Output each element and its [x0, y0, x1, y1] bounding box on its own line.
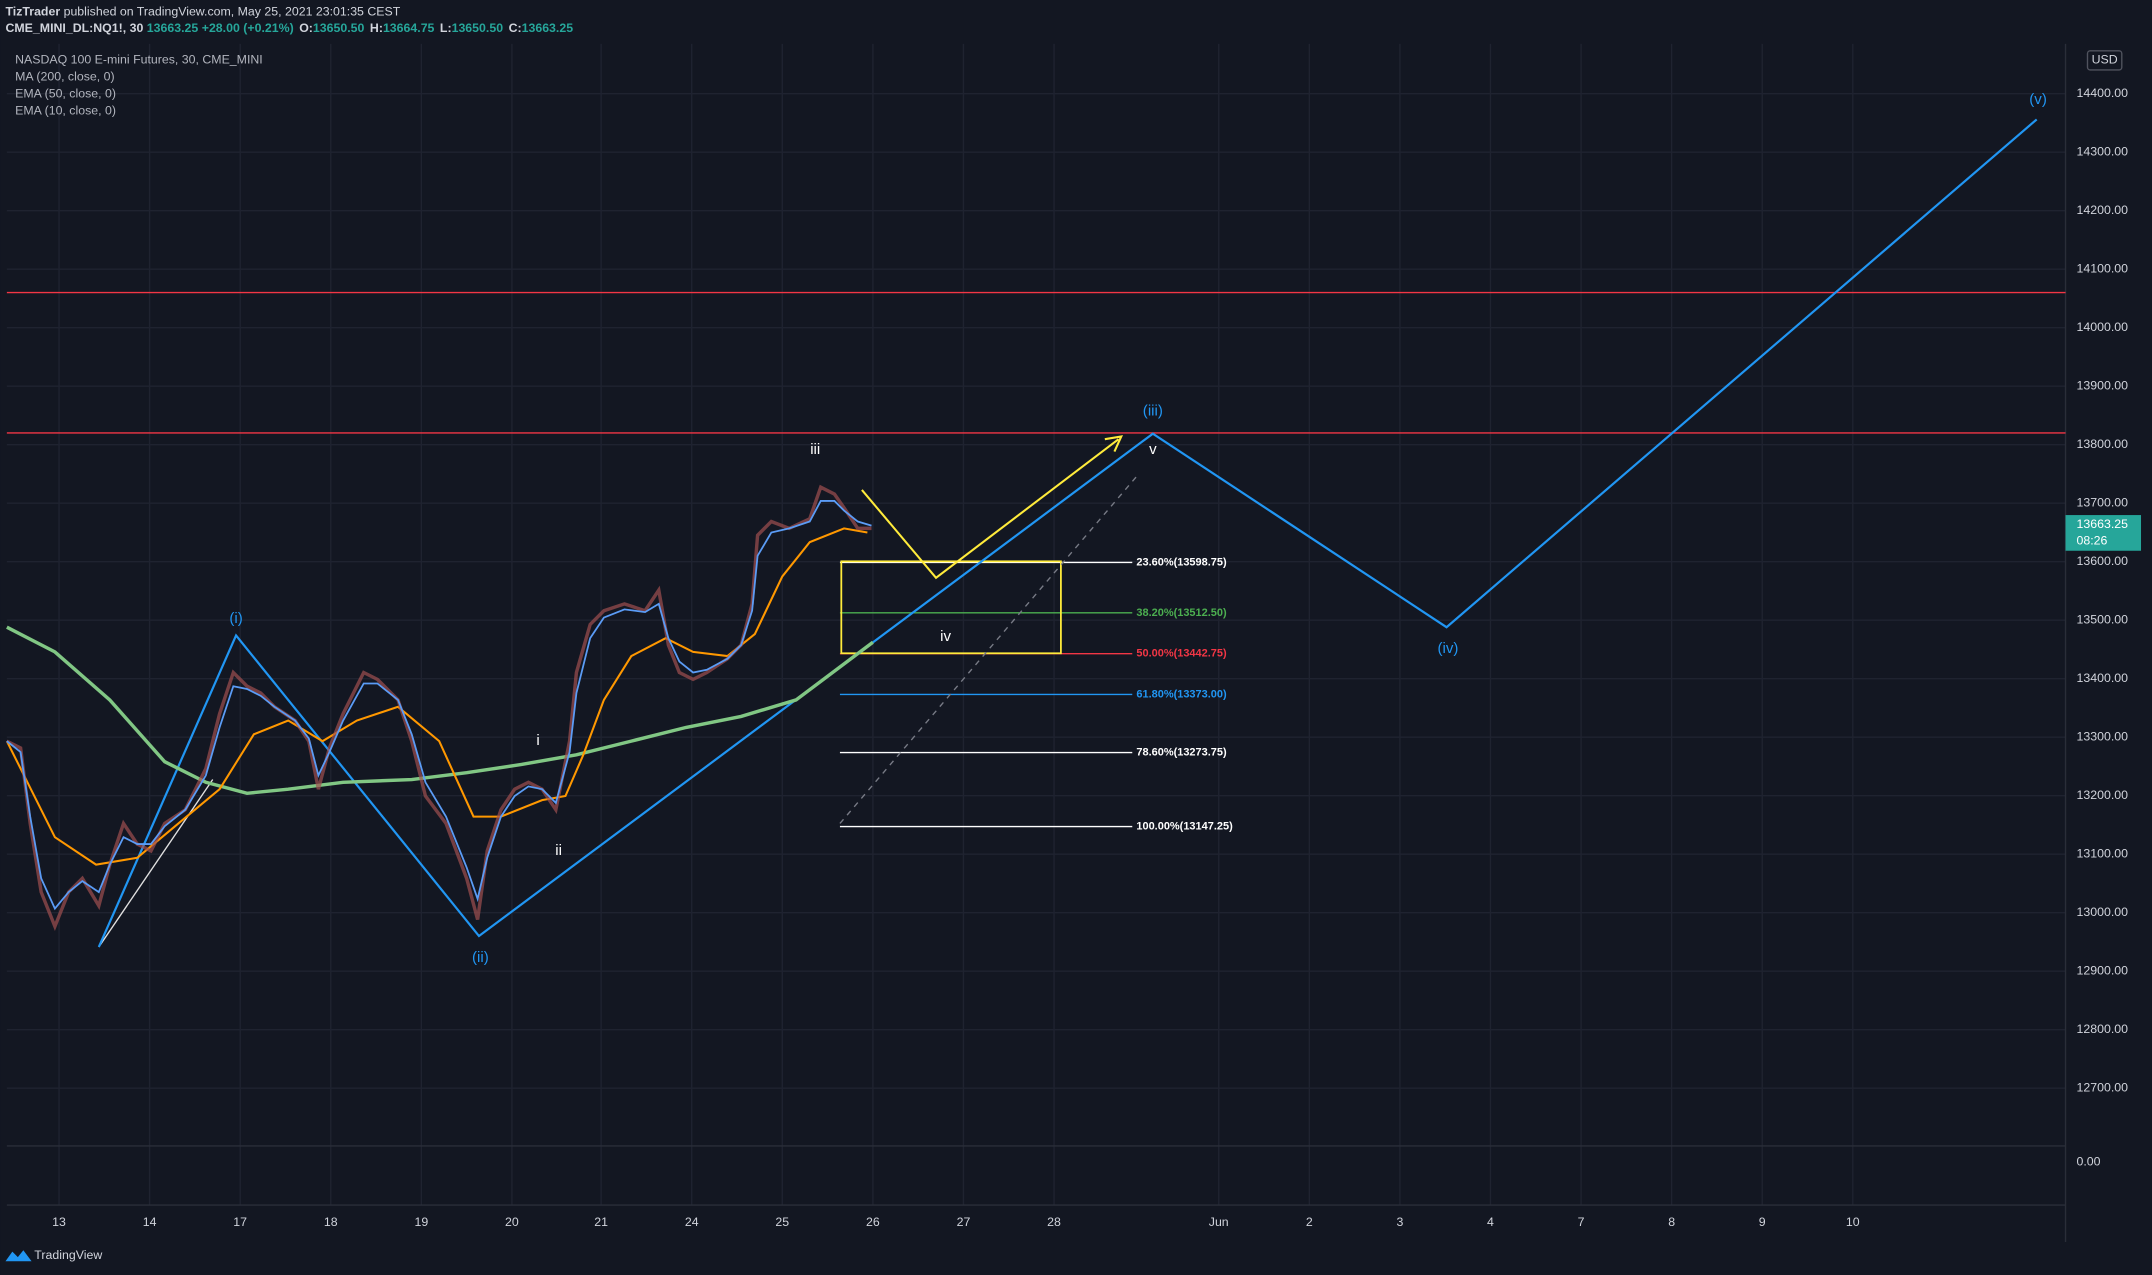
- legend-item: MA (200, close, 0): [15, 70, 114, 84]
- price-tag: [2065, 515, 2142, 551]
- ohlc-value: 13664.75: [383, 21, 435, 35]
- price-tick-label: 14100.00: [2077, 261, 2129, 275]
- currency-box: [2086, 50, 2123, 71]
- fib-label: 61.80%(13373.00): [1136, 688, 1227, 700]
- price-tick-label: 13700.00: [2077, 495, 2129, 509]
- price-tick-label: 14200.00: [2077, 203, 2129, 217]
- grid: [6, 43, 2066, 1206]
- date-label: 20: [505, 1215, 519, 1229]
- date-label: 27: [957, 1215, 971, 1229]
- date-label: 19: [414, 1215, 428, 1229]
- price-tag-timer: 08:26: [2077, 533, 2108, 547]
- ohlc-value: 13663.25: [522, 21, 574, 35]
- ohlc-key: H:: [370, 21, 383, 35]
- date-label: 2: [1306, 1215, 1313, 1229]
- legend-item: EMA (10, close, 0): [15, 103, 116, 117]
- currency: USD: [2092, 53, 2118, 67]
- lower-pane-tick: 0.00: [2077, 1155, 2101, 1169]
- last: 13663.25: [147, 21, 199, 35]
- price-tick-label: 14400.00: [2077, 86, 2129, 100]
- change: +28.00 (+0.21%): [202, 21, 294, 35]
- ohlc-key: C:: [509, 21, 522, 35]
- legend-item: NASDAQ 100 E-mini Futures, 30, CME_MINI: [15, 53, 263, 67]
- brand-logo: [5, 1250, 32, 1262]
- date-label: Jun: [1209, 1215, 1229, 1229]
- minor-trend: [98, 779, 214, 948]
- target-box: [840, 560, 1062, 655]
- major-wave-label: (ii): [472, 949, 489, 966]
- fib-label: 38.20%(13512.50): [1136, 607, 1227, 619]
- major-wave-label: (v): [2029, 91, 2047, 108]
- fib-label: 78.60%(13273.75): [1136, 746, 1227, 758]
- price-tick-label: 13100.00: [2077, 846, 2129, 860]
- date-label: 28: [1047, 1215, 1061, 1229]
- date-label: 21: [594, 1215, 608, 1229]
- minor-wave-label: iv: [940, 628, 951, 645]
- price-tick-label: 13600.00: [2077, 554, 2129, 568]
- price-tick-label: 12900.00: [2077, 963, 2129, 977]
- price-tick-label: 13500.00: [2077, 612, 2129, 626]
- minor-wave-label: ii: [555, 842, 562, 859]
- major-wave-label: (iii): [1143, 403, 1163, 420]
- date-label: 7: [1578, 1215, 1585, 1229]
- ohlc-key: O:: [299, 21, 313, 35]
- date-label: 3: [1396, 1215, 1403, 1229]
- major-wave-label: (i): [229, 610, 242, 627]
- date-label: 25: [775, 1215, 789, 1229]
- price-tick-label: 12700.00: [2077, 1080, 2129, 1094]
- price-tick-label: 13300.00: [2077, 729, 2129, 743]
- minor-wave-label: i: [536, 732, 539, 749]
- price-tick-label: 13400.00: [2077, 671, 2129, 685]
- minor-wave-label: iii: [810, 441, 820, 458]
- labels: 23.60%(13598.75) 38.20%(13512.50) 50.00%(1…: [229, 91, 2047, 966]
- date-label: 14: [143, 1215, 157, 1229]
- date-label: 17: [233, 1215, 247, 1229]
- published: published on TradingView.com, May 25, 20…: [64, 5, 401, 19]
- price-tick-label: 14000.00: [2077, 320, 2129, 334]
- fib-label: 100.00%(13147.25): [1136, 820, 1233, 832]
- arrow-head: [1104, 435, 1124, 452]
- price-tick-label: 14300.00: [2077, 144, 2129, 158]
- symbol: CME_MINI_DL:NQ1!, 30: [5, 21, 143, 35]
- fib-label: 23.60%(13598.75): [1136, 556, 1227, 568]
- ma-200: [6, 625, 874, 796]
- date-label: 10: [1846, 1215, 1860, 1229]
- ema-10: [6, 500, 872, 911]
- price-tick-label: 13800.00: [2077, 437, 2129, 451]
- price-tick-label: 12800.00: [2077, 1022, 2129, 1036]
- ohlc-key: L:: [440, 21, 452, 35]
- yellow-projection: [861, 438, 1120, 580]
- symbol-line: CME_MINI_DL:NQ1!, 30 13663.25 +28.00 (+0…: [5, 21, 573, 35]
- price-tag-label: 13663.25: [2077, 517, 2129, 531]
- ohlc: O:13650.50 H:13664.75 L:13650.50 C:13663.25: [299, 21, 573, 35]
- author: TizTrader: [5, 5, 60, 19]
- date-label: 4: [1487, 1215, 1494, 1229]
- minor-wave-label: v: [1149, 441, 1157, 458]
- date-label: 13: [52, 1215, 66, 1229]
- ohlc-value: 13650.50: [452, 21, 504, 35]
- date-label: 24: [685, 1215, 699, 1229]
- fib-label: 50.00%(13442.75): [1136, 648, 1227, 660]
- date-label: 9: [1759, 1215, 1766, 1229]
- date-label: 8: [1668, 1215, 1675, 1229]
- ohlc-value: 13650.50: [313, 21, 365, 35]
- legend-item: EMA (50, close, 0): [15, 86, 116, 100]
- legend: NASDAQ 100 E-mini Futures, 30, CME_MINI M…: [15, 53, 263, 118]
- price-tick-label: 13000.00: [2077, 905, 2129, 919]
- brand: TradingView: [34, 1248, 102, 1262]
- date-label: 26: [866, 1215, 880, 1229]
- price-tick-label: 13200.00: [2077, 788, 2129, 802]
- header-line: TizTrader published on TradingView.com, …: [5, 5, 400, 19]
- price-tick-label: 13900.00: [2077, 378, 2129, 392]
- major-wave-label: (iv): [1437, 640, 1458, 657]
- date-label: 18: [324, 1215, 338, 1229]
